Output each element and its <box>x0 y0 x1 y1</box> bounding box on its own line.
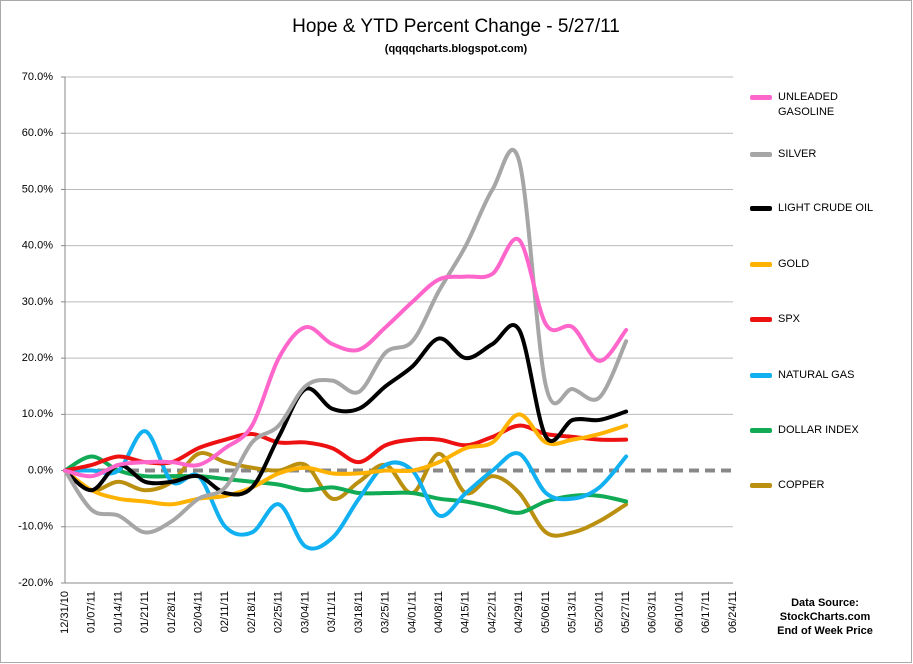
y-tick-label: 30.0% <box>22 296 53 308</box>
series-line <box>63 412 629 507</box>
x-tick-group: 06/03/11 <box>647 591 659 633</box>
x-tick-label: 04/29/11 <box>513 591 525 633</box>
legend-swatch <box>750 95 772 100</box>
source-line: End of Week Price <box>777 625 873 637</box>
y-tick-label: 10.0% <box>22 408 53 420</box>
x-tick-label: 06/24/11 <box>727 591 739 633</box>
x-tick-group: 03/11/11 <box>326 591 338 632</box>
x-tick-group: 03/25/11 <box>380 591 392 633</box>
x-tick-label: 05/06/11 <box>540 591 552 633</box>
x-tick-label: 03/18/11 <box>353 591 365 633</box>
x-tick-group: 04/29/11 <box>513 591 525 633</box>
y-tick-label: 0.0% <box>28 464 53 476</box>
x-tick-group: 02/11/11 <box>219 591 231 632</box>
x-tick-label: 01/07/11 <box>86 591 98 633</box>
x-tick-label: 02/11/11 <box>219 591 231 632</box>
x-tick-group: 05/20/11 <box>593 591 605 633</box>
x-tick-group: 01/28/11 <box>166 591 178 633</box>
series-line <box>63 236 629 479</box>
x-tick-group: 02/25/11 <box>273 591 285 633</box>
legend-label: NATURAL GAS <box>778 369 855 381</box>
legend-label: LIGHT CRUDE OIL <box>778 202 874 214</box>
y-tick-label: -20.0% <box>18 577 53 589</box>
chart-title: Hope & YTD Percent Change - 5/27/11 <box>292 16 620 37</box>
legend-swatch <box>750 428 772 433</box>
chart-subtitle: (qqqqcharts.blogspot.com) <box>385 43 528 55</box>
x-tick-label: 04/01/11 <box>406 591 418 633</box>
x-tick-group: 05/13/11 <box>567 591 579 633</box>
x-tick-label: 01/21/11 <box>139 591 151 633</box>
x-tick-group: 05/06/11 <box>540 591 552 633</box>
legend-label: COPPER <box>778 479 825 491</box>
series-line <box>63 323 629 497</box>
x-tick-label: 01/14/11 <box>112 591 124 633</box>
series-line <box>63 148 629 535</box>
legend-label: SILVER <box>778 148 817 160</box>
y-tick-label: 60.0% <box>22 127 53 139</box>
y-tick-label: 20.0% <box>22 352 53 364</box>
series-line <box>63 454 629 515</box>
y-tick-label: -10.0% <box>18 521 53 533</box>
series-line <box>63 429 629 551</box>
x-tick-label: 02/04/11 <box>193 591 205 633</box>
legend-label: SPX <box>778 313 801 325</box>
x-tick-group: 06/17/11 <box>700 591 712 633</box>
x-tick-label: 06/17/11 <box>700 591 712 633</box>
x-tick-label: 04/22/11 <box>486 591 498 633</box>
x-tick-group: 04/08/11 <box>433 591 445 633</box>
x-tick-label: 05/27/11 <box>620 591 632 633</box>
legend-swatch <box>750 206 772 211</box>
x-tick-group: 01/14/11 <box>112 591 124 633</box>
legend-swatch <box>750 152 772 157</box>
x-tick-group: 05/27/11 <box>620 591 632 633</box>
x-tick-label: 06/03/11 <box>647 591 659 633</box>
source-note: Data Source: StockCharts.com End of Week P… <box>770 596 880 638</box>
x-tick-group: 01/07/11 <box>86 591 98 633</box>
legend-label: GOLD <box>778 258 810 270</box>
y-tick-label: 70.0% <box>22 71 53 83</box>
x-tick-label: 12/31/10 <box>59 591 71 634</box>
x-tick-group: 04/22/11 <box>486 591 498 633</box>
x-tick-group: 03/04/11 <box>299 591 311 633</box>
x-tick-group: 03/18/11 <box>353 591 365 633</box>
x-tick-group: 12/31/10 <box>59 591 71 634</box>
x-tick-group: 06/24/11 <box>727 591 739 633</box>
x-tick-group: 01/21/11 <box>139 591 151 633</box>
x-tick-label: 02/18/11 <box>246 591 258 633</box>
legend-swatch <box>750 483 772 488</box>
x-tick-label: 04/08/11 <box>433 591 445 633</box>
legend-label: DOLLAR INDEX <box>778 424 859 436</box>
x-tick-label: 06/10/11 <box>673 591 685 633</box>
x-tick-label: 03/04/11 <box>299 591 311 633</box>
x-tick-label: 04/15/11 <box>460 591 472 633</box>
x-tick-group: 02/04/11 <box>193 591 205 633</box>
x-tick-label: 05/13/11 <box>567 591 579 633</box>
x-tick-label: 05/20/11 <box>593 591 605 633</box>
x-tick-group: 04/01/11 <box>406 591 418 633</box>
x-tick-group: 06/10/11 <box>673 591 685 633</box>
x-tick-group: 02/18/11 <box>246 591 258 633</box>
x-tick-label: 03/11/11 <box>326 591 338 632</box>
legend-swatch <box>750 373 772 378</box>
x-tick-label: 01/28/11 <box>166 591 178 633</box>
legend-label: UNLEADED GASOLINE <box>778 91 838 118</box>
legend-swatch <box>750 262 772 267</box>
y-tick-label: 50.0% <box>22 183 53 195</box>
series-line <box>63 451 629 538</box>
x-tick-label: 03/25/11 <box>380 591 392 633</box>
source-line: StockCharts.com <box>779 611 871 623</box>
legend-swatch <box>750 317 772 322</box>
x-tick-group: 04/15/11 <box>460 591 472 633</box>
x-tick-label: 02/25/11 <box>273 591 285 633</box>
source-line: Data Source: <box>791 597 859 609</box>
y-tick-label: 40.0% <box>22 240 53 252</box>
